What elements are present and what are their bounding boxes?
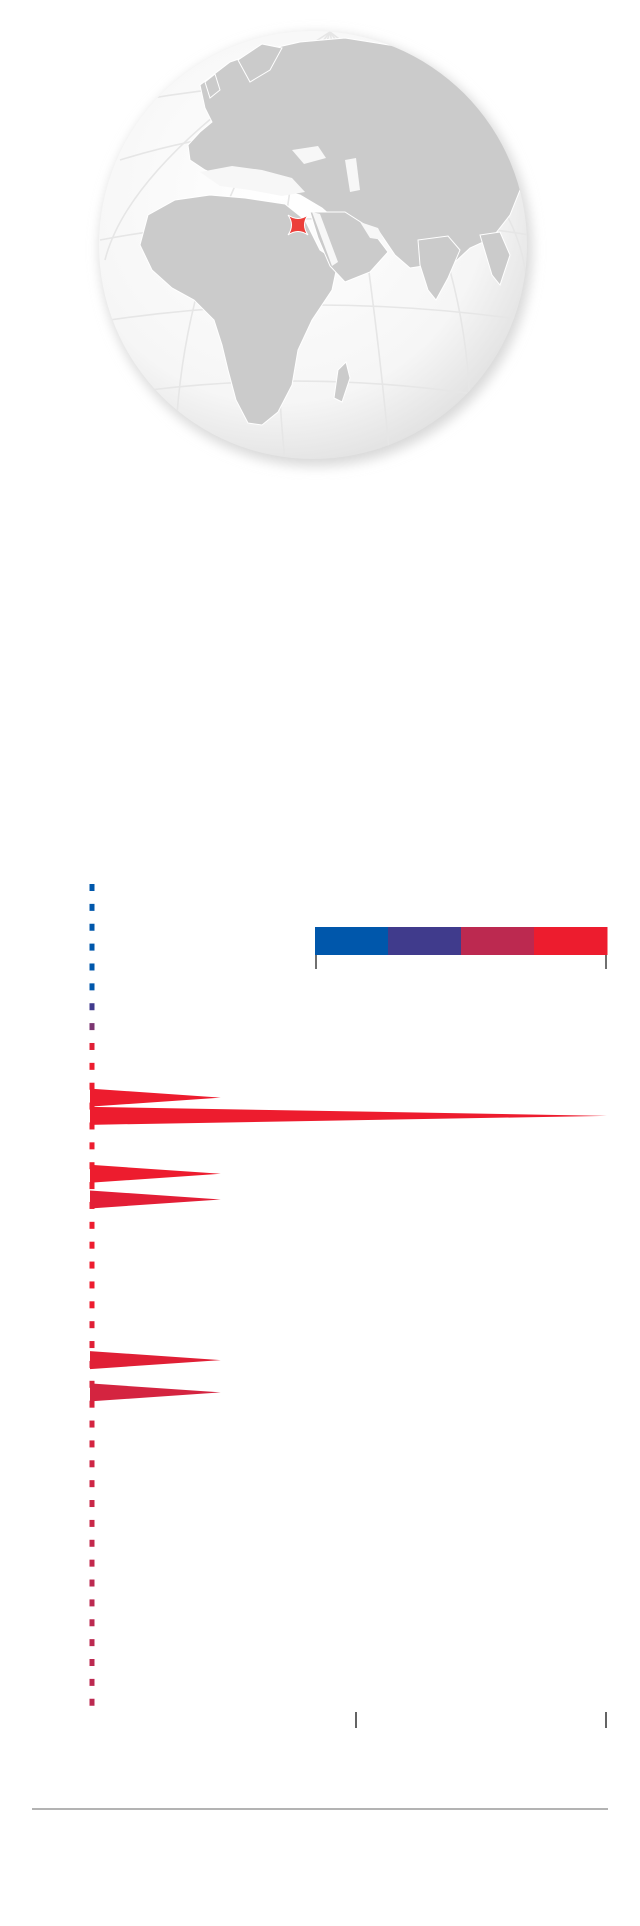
- timeline-dot: [89, 983, 95, 991]
- timeline-dot: [89, 884, 95, 891]
- timeline-dot: [89, 1321, 95, 1329]
- spike-5: [90, 1351, 221, 1370]
- spike-4: [90, 1190, 221, 1209]
- timeline-dot: [89, 923, 95, 931]
- scandinavia-landmass: [237, 43, 283, 83]
- legend-color-bar: [315, 927, 608, 969]
- timeline-dot: [89, 1082, 95, 1090]
- legend-swatch-2: [388, 927, 462, 955]
- timeline-spikes: [90, 1088, 607, 1402]
- timeline-dotted-axis: [89, 884, 95, 1706]
- spike-1: [90, 1088, 221, 1107]
- timeline-dot: [89, 1281, 95, 1289]
- legend-swatch-3: [461, 927, 535, 955]
- timeline-dot: [89, 1460, 95, 1468]
- timeline-dot: [89, 1698, 95, 1706]
- timeline-dot: [89, 1639, 95, 1647]
- timeline-dot: [89, 963, 95, 971]
- legend-swatch-1: [315, 927, 389, 955]
- x-axis: [355, 1712, 607, 1728]
- madagascar-landmass: [333, 361, 351, 403]
- timeline-dot: [89, 1261, 95, 1269]
- timeline-dot: [89, 903, 95, 911]
- timeline-dot: [89, 1241, 95, 1249]
- timeline-dot: [89, 1420, 95, 1428]
- india-landmass: [417, 235, 461, 301]
- timeline-dot: [89, 1142, 95, 1150]
- location-marker-icon: [287, 214, 309, 236]
- timeline-dot: [89, 1579, 95, 1587]
- timeline-dot: [89, 1599, 95, 1607]
- timeline-dot: [89, 1480, 95, 1488]
- africa-landmass: [139, 194, 339, 426]
- timeline-dot: [89, 1221, 95, 1229]
- globe-seas: [200, 146, 384, 266]
- timeline-dot: [89, 1003, 95, 1011]
- timeline-dot: [89, 1023, 95, 1031]
- spike-2: [90, 1106, 607, 1125]
- timeline-dot: [89, 1659, 95, 1667]
- spike-6: [90, 1383, 221, 1402]
- timeline-dot: [89, 1559, 95, 1567]
- spike-3: [90, 1164, 221, 1183]
- timeline-dot: [89, 1519, 95, 1527]
- timeline-dot: [89, 1440, 95, 1448]
- globe-map: [99, 31, 532, 466]
- timeline-dot: [89, 1619, 95, 1627]
- timeline-dot: [89, 1678, 95, 1686]
- uk-landmass: [204, 73, 221, 99]
- red-sea: [312, 212, 338, 266]
- footer-divider: [32, 1808, 608, 1810]
- timeline-dot: [89, 1341, 95, 1349]
- timeline-dot: [89, 1122, 95, 1130]
- timeline-dot: [89, 1042, 95, 1050]
- timeline-dot: [89, 943, 95, 951]
- timeline-dot: [89, 1062, 95, 1070]
- timeline-dot: [89, 1301, 95, 1309]
- persian-gulf: [360, 222, 384, 240]
- black-sea: [292, 146, 326, 164]
- timeline-dot: [89, 1539, 95, 1547]
- timeline-dot: [89, 1500, 95, 1508]
- timeline-dot: [89, 1182, 95, 1190]
- legend-swatch-4: [534, 927, 608, 955]
- timeline-dot: [89, 1400, 95, 1408]
- caspian-sea: [345, 158, 360, 192]
- southeast-asia-landmass: [479, 231, 511, 287]
- mediterranean-sea: [200, 166, 305, 196]
